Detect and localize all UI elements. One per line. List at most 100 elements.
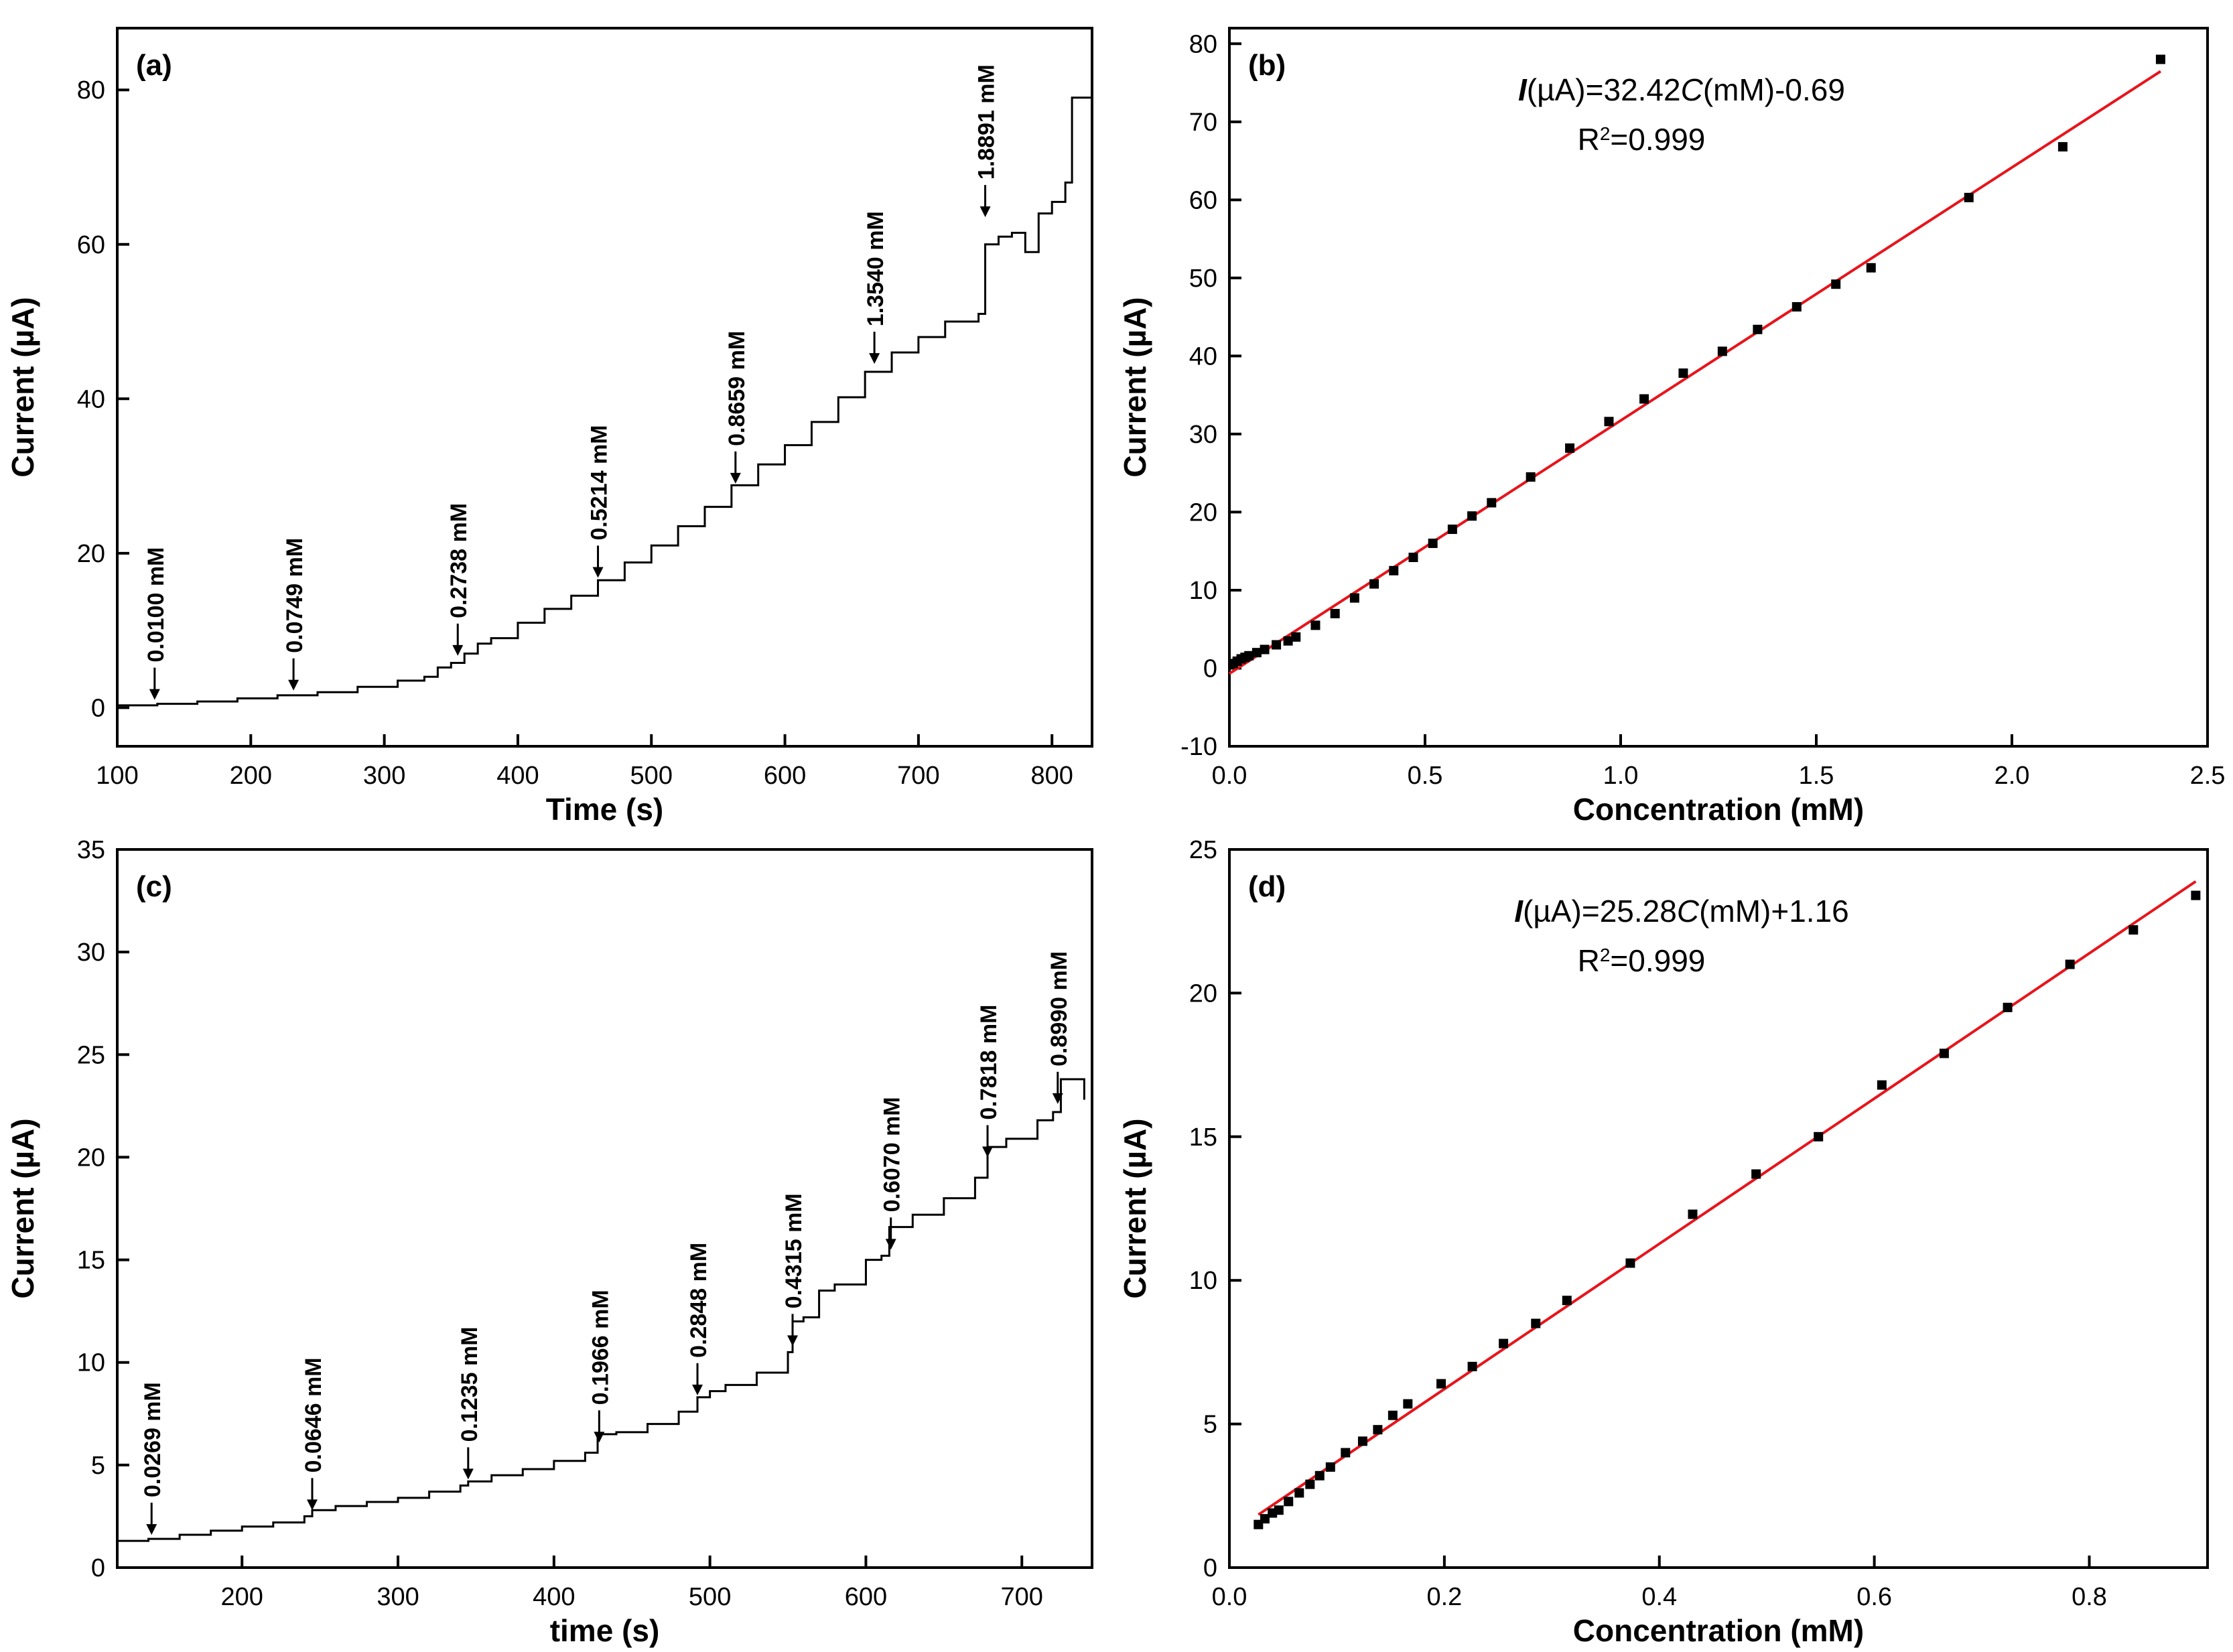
injection-arrow-head: [452, 644, 464, 656]
injection-label: 0.2738 mM: [446, 503, 472, 618]
data-point: [1565, 443, 1575, 453]
data-point: [1753, 324, 1763, 334]
y-tick-label: 60: [77, 231, 105, 259]
series: [1228, 54, 2165, 675]
data-point: [1447, 525, 1457, 535]
y-tick-label: 80: [1189, 30, 1217, 58]
injection-arrow-head: [146, 1524, 157, 1535]
x-tick-label: 400: [496, 762, 539, 790]
data-point: [1717, 346, 1727, 356]
fit-line: [1228, 70, 2162, 675]
data-point: [1866, 263, 1876, 273]
injection-arrow-head: [885, 1239, 896, 1250]
x-tick-label: 200: [230, 762, 272, 790]
x-tick-label: 0.8: [2072, 1583, 2107, 1611]
y-tick-label: 20: [77, 1144, 105, 1172]
injection-label: 0.8659 mM: [724, 331, 750, 446]
data-point: [1369, 579, 1379, 589]
injection-arrow-head: [594, 1432, 605, 1443]
panel-label: (b): [1248, 49, 1286, 82]
x-axis-label: Concentration (mM): [1573, 1613, 1864, 1648]
data-point: [1244, 650, 1254, 661]
r-squared-base: R: [1578, 943, 1600, 978]
x-tick-label: 600: [845, 1583, 887, 1611]
data-point: [1373, 1425, 1383, 1435]
data-point: [1341, 1448, 1351, 1458]
injection-arrow-head: [307, 1499, 318, 1511]
data-point: [1814, 1131, 1824, 1142]
plot-frame: [116, 27, 1093, 748]
y-tick-label: 5: [91, 1452, 105, 1480]
y-tick-label: 0: [91, 1554, 105, 1582]
plot-frame: [1228, 848, 2209, 1569]
injection-arrow-head: [462, 1468, 474, 1480]
data-point: [1272, 640, 1282, 650]
data-point: [1283, 636, 1293, 646]
x-tick-label: 300: [363, 762, 405, 790]
panel-label: (d): [1248, 870, 1286, 903]
x-tick-label: 400: [533, 1583, 575, 1611]
x-tick-label: 300: [377, 1583, 419, 1611]
injection-label: 1.3540 mM: [863, 211, 888, 326]
data-point: [2003, 1002, 2013, 1012]
x-tick-label: 500: [630, 762, 673, 790]
axis-ticks: 0.0 0.5 1.0 1.5 2.0 2.5 -10 0 10 20 30 40 50 60 70 80: [1180, 30, 2225, 790]
equation-part: (µA)=32.42: [1527, 72, 1681, 107]
y-tick-label: 70: [1189, 109, 1217, 137]
panel-label: (c): [136, 870, 172, 903]
panel-b: 0.0 0.5 1.0 1.5 2.0 2.5 -10 0 10 20 30 40 50 60 70 80 (…: [1118, 27, 2225, 827]
injection-label: 0.0269 mM: [140, 1382, 165, 1497]
x-axis-label: Concentration (mM): [1573, 792, 1864, 827]
plot-frame: [116, 848, 1093, 1569]
data-point: [1294, 1488, 1304, 1498]
y-tick-label: 80: [77, 76, 105, 105]
data-point: [1831, 279, 1841, 289]
data-point: [1499, 1338, 1509, 1349]
x-tick-label: 0.4: [1641, 1583, 1677, 1611]
data-point: [1625, 1258, 1635, 1268]
data-point: [1467, 1361, 1477, 1371]
data-point: [1314, 1470, 1325, 1481]
data-point: [1791, 301, 1802, 312]
x-axis-label: Time (s): [546, 792, 664, 827]
r-squared-sup: 2: [1600, 945, 1611, 965]
y-tick-label: 30: [77, 939, 105, 967]
equation-tail: (mM)+1.16: [1699, 894, 1849, 928]
y-tick-label: -10: [1180, 733, 1217, 761]
data-point: [1260, 644, 1270, 655]
y-tick-label: 50: [1189, 265, 1217, 293]
data-point: [2155, 54, 2165, 64]
data-point: [1751, 1169, 1761, 1179]
injection-arrow-head: [730, 472, 741, 484]
data-point: [1877, 1080, 1887, 1090]
data-point: [1639, 394, 1649, 404]
data-point: [1408, 553, 1418, 563]
y-axis-label: Current (µA): [1118, 1118, 1152, 1298]
injection-arrow-head: [288, 679, 299, 691]
data-point: [1291, 632, 1301, 642]
injection-label: 0.7818 mM: [976, 1005, 1002, 1120]
panel-a: 100 200 300 400 500 600 700 800 0 20 40 60 80 0.0100…: [5, 27, 1093, 827]
annotations: 0.0100 mM 0.0749 mM 0.2738 mM 0.5214 mM 0.86…: [143, 64, 1000, 700]
x-tick-label: 700: [1001, 1583, 1043, 1611]
data-point: [1310, 620, 1321, 630]
x-tick-label: 800: [1031, 762, 1073, 790]
y-tick-label: 0: [1203, 1554, 1217, 1582]
data-point: [1531, 1318, 1541, 1328]
injection-label: 1.8891 mM: [974, 64, 1000, 180]
y-tick-label: 10: [1189, 1267, 1217, 1295]
data-point: [1284, 1497, 1294, 1507]
y-tick-label: 35: [77, 836, 105, 864]
x-tick-label: 1.0: [1603, 762, 1639, 790]
data-point: [2191, 890, 2201, 900]
x-tick-label: 600: [764, 762, 806, 790]
injection-arrow-head: [982, 1146, 994, 1158]
y-tick-label: 0: [1203, 655, 1217, 683]
x-tick-label: 0.6: [1856, 1583, 1892, 1611]
r-squared-base: R: [1578, 122, 1600, 157]
x-tick-label: 2.0: [1994, 762, 2030, 790]
equation-part: (µA)=25.28: [1523, 894, 1677, 928]
y-tick-label: 10: [77, 1349, 105, 1377]
data-point: [2065, 959, 2075, 969]
